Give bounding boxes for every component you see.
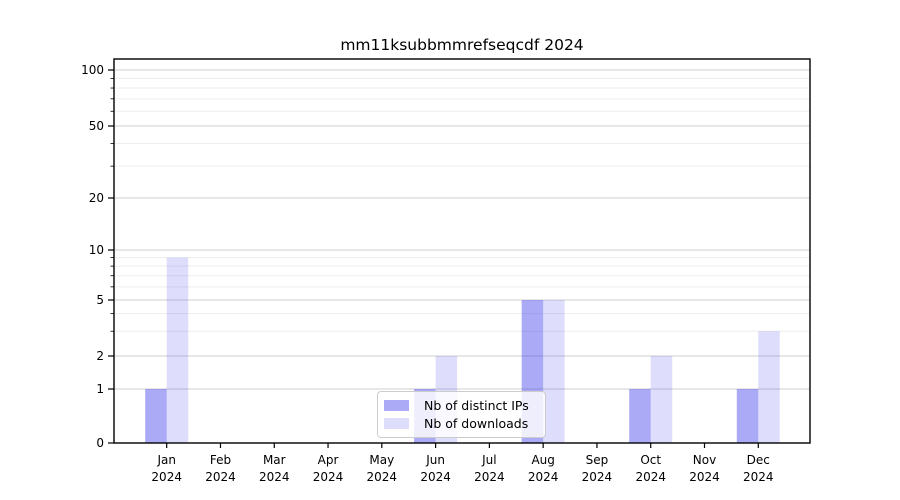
legend: Nb of distinct IPs Nb of downloads bbox=[377, 391, 546, 438]
x-tick-label-year: 2024 bbox=[474, 470, 505, 484]
x-tick-label-month: Mar bbox=[263, 453, 286, 467]
bar-distinct-ips-dec bbox=[736, 389, 759, 443]
bar-downloads-oct bbox=[650, 356, 673, 443]
y-tick-label: 20 bbox=[89, 191, 104, 205]
bar-downloads-aug bbox=[543, 300, 565, 443]
x-tick-label-year: 2024 bbox=[420, 470, 451, 484]
axes-spines bbox=[113, 58, 811, 444]
x-tick-label-year: 2024 bbox=[635, 470, 666, 484]
x-tick-label-year: 2024 bbox=[205, 470, 236, 484]
x-tick-label-month: Nov bbox=[693, 453, 716, 467]
x-tick-label-month: Aug bbox=[531, 453, 554, 467]
x-tick-label-year: 2024 bbox=[151, 470, 182, 484]
x-tick-label-month: Jun bbox=[425, 453, 445, 467]
legend-item-distinct-ips: Nb of distinct IPs bbox=[384, 397, 537, 415]
x-tick-label-month: Sep bbox=[586, 453, 609, 467]
x-tick-label-month: Apr bbox=[318, 453, 339, 467]
x-tick-label-year: 2024 bbox=[689, 470, 720, 484]
bar-downloads-dec bbox=[758, 331, 780, 443]
y-tick-label: 5 bbox=[96, 293, 104, 307]
legend-label-downloads: Nb of downloads bbox=[424, 415, 529, 431]
bar-distinct-ips-jan bbox=[145, 389, 167, 443]
legend-swatch-downloads bbox=[384, 417, 409, 429]
x-tick-label-year: 2024 bbox=[313, 470, 344, 484]
y-tick-label: 100 bbox=[81, 63, 104, 77]
x-tick-label-month: Dec bbox=[747, 453, 770, 467]
y-tick-label: 0 bbox=[96, 436, 104, 450]
x-tick-label-month: Jul bbox=[481, 453, 496, 467]
x-tick-label-year: 2024 bbox=[367, 470, 398, 484]
y-tick-label: 10 bbox=[89, 243, 104, 257]
legend-item-downloads: Nb of downloads bbox=[384, 415, 537, 433]
x-tick-label-year: 2024 bbox=[528, 470, 559, 484]
chart-title: mm11ksubbmmrefseqcdf 2024 bbox=[340, 36, 584, 54]
y-tick-label: 50 bbox=[89, 119, 104, 133]
x-tick-label-month: May bbox=[369, 453, 394, 467]
y-tick-label: 2 bbox=[96, 349, 104, 363]
x-tick-label-year: 2024 bbox=[259, 470, 290, 484]
x-tick-label-month: Oct bbox=[640, 453, 661, 467]
x-tick-label-year: 2024 bbox=[743, 470, 774, 484]
legend-label-distinct-ips: Nb of distinct IPs bbox=[424, 398, 529, 414]
x-tick-label-month: Jan bbox=[156, 453, 176, 467]
x-tick-label-year: 2024 bbox=[582, 470, 613, 484]
x-tick-label-month: Feb bbox=[210, 453, 231, 467]
bar-distinct-ips-oct bbox=[629, 389, 651, 443]
bar-downloads-jan bbox=[166, 257, 189, 443]
legend-swatch-distinct-ips bbox=[384, 400, 409, 412]
y-tick-label: 1 bbox=[96, 382, 104, 396]
